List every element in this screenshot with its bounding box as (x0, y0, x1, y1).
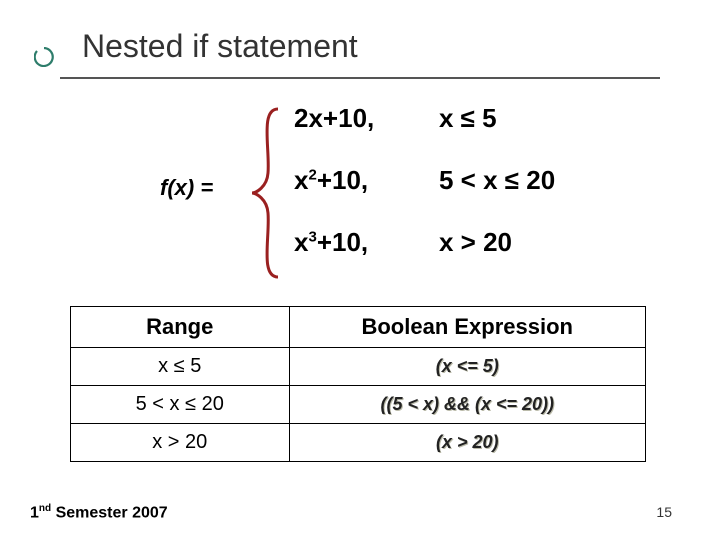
case-row: 2x+10, x ≤ 5 (294, 103, 555, 165)
page-number: 15 (656, 504, 672, 520)
cell-range: x ≤ 5 (71, 348, 290, 386)
th-bool: Boolean Expression (289, 307, 646, 348)
range-table: Range Boolean Expression x ≤ 5 (x <= 5) … (70, 306, 646, 462)
footer-text: 1nd Semester 2007 (30, 503, 168, 522)
table-row: x ≤ 5 (x <= 5) (71, 348, 646, 386)
table-row: x > 20 (x > 20) (71, 424, 646, 462)
case-row: x2+10, 5 < x ≤ 20 (294, 165, 555, 227)
th-range: Range (71, 307, 290, 348)
case-cond: x ≤ 5 (439, 103, 497, 134)
fx-label: f(x) = (160, 175, 213, 201)
brace-icon (246, 103, 286, 288)
case-expr: x2+10, (294, 165, 439, 196)
case-cond: 5 < x ≤ 20 (439, 165, 555, 196)
piecewise-definition: f(x) = 2x+10, x ≤ 5 x2+10, 5 < x ≤ 20 x3… (60, 97, 660, 287)
title-rule (60, 77, 660, 79)
cell-bool: (x <= 5) (289, 348, 646, 386)
cell-bool: (x > 20) (289, 424, 646, 462)
table-header-row: Range Boolean Expression (71, 307, 646, 348)
cell-range: 5 < x ≤ 20 (71, 386, 290, 424)
case-row: x3+10, x > 20 (294, 227, 555, 289)
case-expr: x3+10, (294, 227, 439, 258)
case-cond: x > 20 (439, 227, 512, 258)
title-bullet-icon (34, 47, 54, 67)
cell-bool: ((5 < x) && (x <= 20)) (289, 386, 646, 424)
table-row: 5 < x ≤ 20 ((5 < x) && (x <= 20)) (71, 386, 646, 424)
slide-title: Nested if statement (82, 28, 660, 71)
cases-block: 2x+10, x ≤ 5 x2+10, 5 < x ≤ 20 x3+10, x … (294, 103, 555, 289)
cell-range: x > 20 (71, 424, 290, 462)
case-expr: 2x+10, (294, 103, 439, 134)
